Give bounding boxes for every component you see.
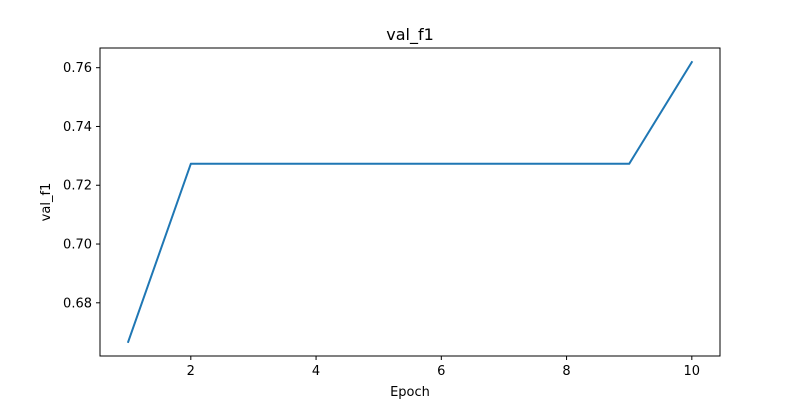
y-tick-label: 0.70 [63, 238, 92, 253]
y-tick-label: 0.74 [63, 120, 92, 135]
x-tick-label: 6 [437, 364, 445, 379]
x-tick-label: 10 [684, 364, 701, 379]
x-tick-label: 4 [312, 364, 320, 379]
series-line-1 [126, 60, 694, 344]
axes-frame [99, 47, 721, 357]
chart-title: val_f1 [386, 25, 434, 45]
y-tick-label: 0.72 [63, 179, 92, 194]
x-axis-label: Epoch [390, 385, 430, 400]
y-axis-label: val_f1 [39, 183, 54, 222]
x-tick-label: 8 [562, 364, 570, 379]
axes: 2 4 6 8 10 0.68 0.70 0.72 0.74 0.76 [63, 47, 721, 379]
y-tick-label: 0.68 [63, 296, 92, 311]
plot-area [126, 60, 694, 344]
x-tick-label: 2 [187, 364, 195, 379]
y-tick-label: 0.76 [63, 61, 92, 76]
